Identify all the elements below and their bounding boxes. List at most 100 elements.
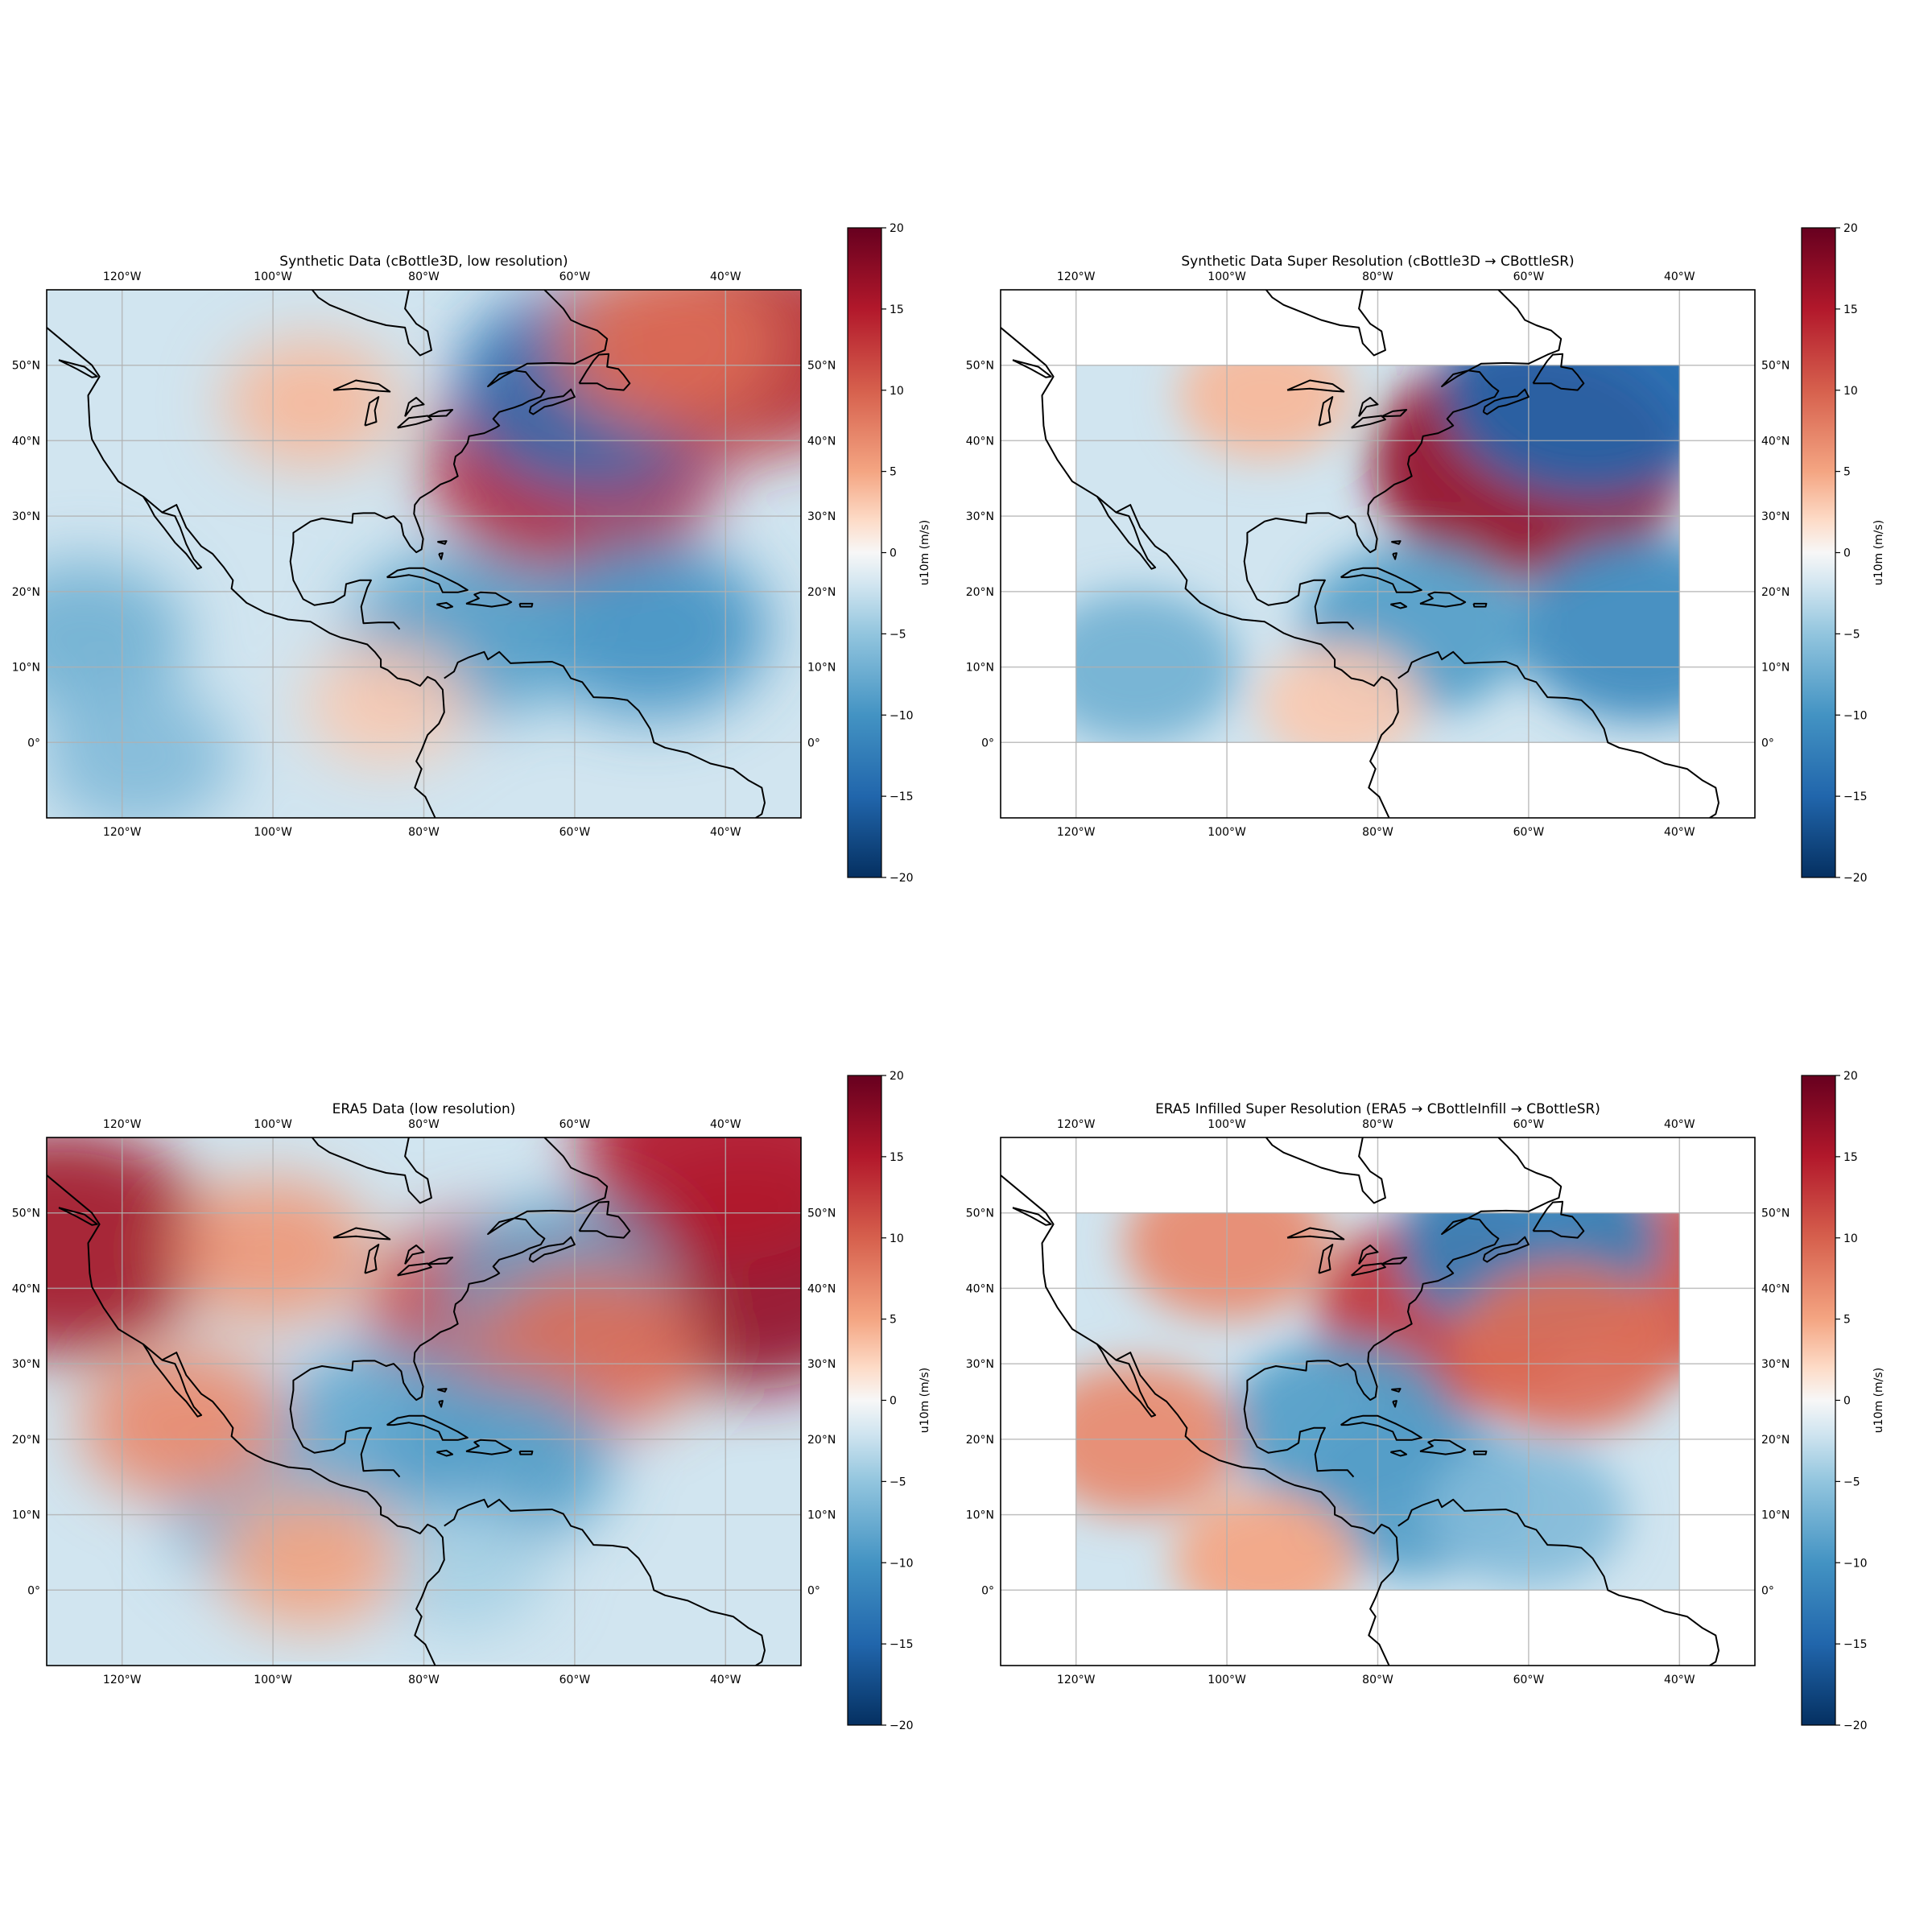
lat-tick-label-left: 10°N	[12, 662, 40, 675]
colorbar-tick-label: 15	[1843, 1151, 1858, 1164]
lat-tick-label-left: 10°N	[966, 1509, 994, 1522]
lon-tick-label-bottom: 120°W	[103, 826, 142, 839]
lat-tick-label-right: 10°N	[807, 662, 836, 675]
lat-tick-label-right: 40°N	[807, 1282, 836, 1295]
colorbar-tick-label: 5	[890, 466, 897, 479]
lat-tick-label-right: 0°	[1761, 737, 1774, 749]
lat-tick-label-left: 30°N	[966, 1358, 994, 1371]
coastline	[58, 1207, 98, 1226]
coastline	[1096, 1344, 1157, 1418]
colorbar-tick-label: 15	[890, 303, 904, 316]
coastline	[332, 379, 391, 393]
lon-tick-label-top: 40°W	[1664, 270, 1695, 283]
colorbar-tick-label: 20	[890, 222, 904, 235]
coastline	[1397, 650, 1719, 818]
lon-tick-label-bottom: 60°W	[559, 1674, 591, 1686]
coastline	[444, 650, 766, 818]
lat-tick-label-left: 0°	[27, 1584, 40, 1597]
lon-tick-label-bottom: 40°W	[1664, 826, 1695, 839]
coastline	[1096, 496, 1157, 570]
coastline	[1532, 1200, 1585, 1239]
map-panel-2: Synthetic Data Super Resolution (cBottle…	[966, 222, 1885, 885]
lon-tick-label-bottom: 60°W	[1513, 1674, 1545, 1686]
field-feature	[1442, 365, 1680, 497]
panel-title: ERA5 Data (low resolution)	[332, 1101, 516, 1117]
coastline	[364, 1244, 380, 1274]
coastlines	[47, 1137, 766, 1666]
lat-tick-label-left: 20°N	[966, 586, 994, 599]
coastline	[1001, 1174, 1399, 1666]
coastline	[312, 1137, 432, 1204]
coastline	[436, 1449, 454, 1457]
coastline	[1419, 1439, 1467, 1455]
lat-tick-label-right: 50°N	[1761, 360, 1790, 373]
field-feature	[218, 1491, 403, 1629]
lat-tick-label-left: 40°N	[12, 435, 40, 448]
colorbar-tick-label: 5	[1843, 1314, 1851, 1327]
lat-tick-label-left: 50°N	[966, 1208, 994, 1220]
coastline	[142, 496, 203, 570]
gridlines	[1001, 1137, 1755, 1666]
lon-tick-label-bottom: 80°W	[408, 1674, 440, 1686]
lon-tick-label-top: 80°W	[408, 1118, 440, 1131]
lat-tick-label-left: 0°	[981, 737, 994, 749]
lat-tick-label-left: 50°N	[966, 360, 994, 373]
coastline	[438, 1400, 444, 1408]
coastline	[437, 1388, 448, 1393]
colorbar-tick-label: −10	[890, 1557, 914, 1570]
field-feature	[530, 540, 770, 718]
lat-tick-label-right: 10°N	[1761, 1509, 1790, 1522]
colorbar-tick-label: −10	[1843, 709, 1868, 722]
map-panel-4: ERA5 Infilled Super Resolution (ERA5 → C…	[966, 1070, 1885, 1732]
wind-field	[1075, 365, 1680, 743]
lat-tick-label-right: 30°N	[1761, 1358, 1790, 1371]
coastline	[1391, 1388, 1402, 1393]
lon-tick-label-top: 120°W	[103, 270, 142, 283]
lat-tick-label-left: 40°N	[12, 1282, 40, 1295]
lon-tick-label-top: 60°W	[1513, 270, 1545, 283]
lat-tick-label-right: 10°N	[807, 1509, 836, 1522]
coastline	[312, 290, 432, 357]
lat-tick-label-left: 30°N	[966, 510, 994, 523]
lat-tick-label-right: 40°N	[807, 435, 836, 448]
lat-tick-label-left: 50°N	[12, 360, 40, 373]
colorbar-tick-label: −10	[1843, 1557, 1868, 1570]
coastline	[1351, 1262, 1386, 1277]
wind-field	[1075, 1212, 1680, 1591]
coastline	[1351, 415, 1386, 429]
lon-tick-label-bottom: 100°W	[1208, 826, 1246, 839]
lat-tick-label-right: 40°N	[1761, 435, 1790, 448]
coastline	[1358, 397, 1379, 418]
lat-tick-label-left: 20°N	[12, 586, 40, 599]
lon-tick-label-bottom: 100°W	[254, 1674, 292, 1686]
coastline	[444, 1498, 766, 1666]
coastline	[1397, 1498, 1719, 1666]
lon-tick-label-top: 100°W	[254, 1118, 292, 1131]
colorbar-tick-label: 5	[1843, 466, 1851, 479]
colorbar-tick-label: −5	[890, 1476, 906, 1488]
coastline	[397, 415, 432, 429]
coastline	[332, 1227, 391, 1241]
colorbar-tick-label: −15	[1843, 791, 1868, 803]
field-feature	[47, 1137, 214, 1356]
coastline	[289, 1137, 609, 1478]
lat-tick-label-left: 0°	[981, 1584, 994, 1597]
lon-tick-label-bottom: 80°W	[1362, 1674, 1393, 1686]
colorbar: 20 15 10 5 0 −5 −10 −15 −20 u10m (m/s)	[847, 222, 931, 885]
lon-tick-label-top: 120°W	[1057, 270, 1096, 283]
coastline	[518, 602, 534, 608]
colorbar-tick-label: −5	[1843, 1476, 1860, 1488]
colorbar-tick-label: −5	[1843, 628, 1860, 641]
lat-tick-label-right: 50°N	[807, 360, 836, 373]
coastline	[397, 1262, 432, 1277]
lat-tick-label-left: 20°N	[966, 1434, 994, 1447]
field-feature	[47, 685, 235, 818]
coastline	[1358, 1245, 1379, 1265]
lon-tick-label-bottom: 120°W	[1057, 826, 1096, 839]
coastline	[47, 327, 445, 818]
colorbar-tick-label: 5	[890, 1314, 897, 1327]
coastline	[386, 1414, 469, 1441]
colorbar-tick-label: −10	[890, 709, 914, 722]
lat-tick-label-right: 30°N	[807, 1358, 836, 1371]
